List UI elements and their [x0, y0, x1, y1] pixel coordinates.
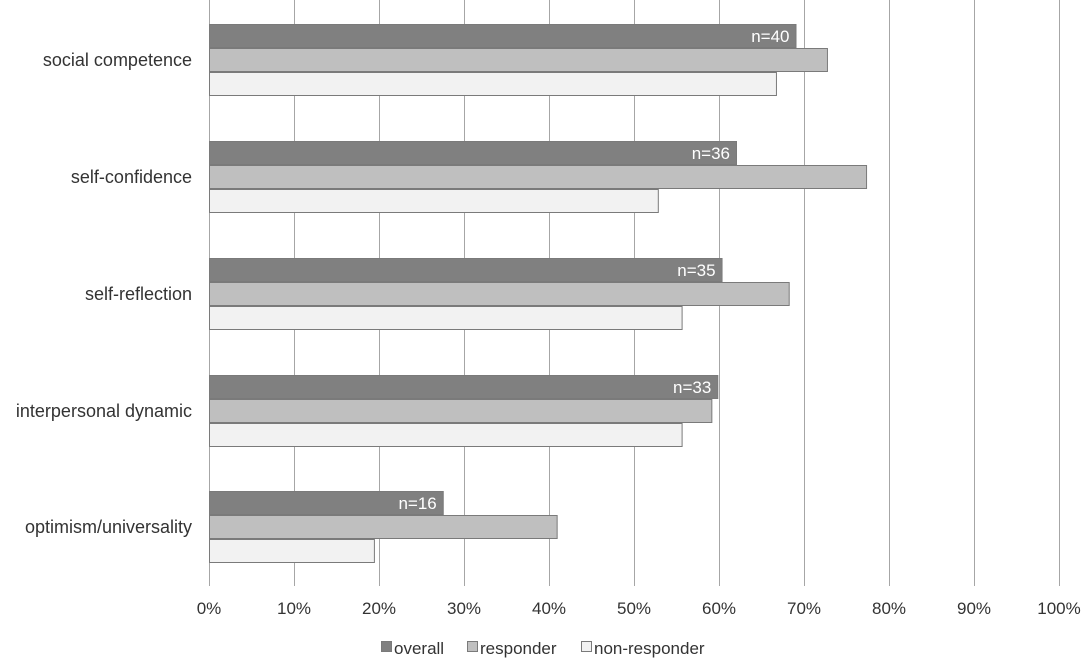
- x-tick-label-6: 60%: [702, 599, 736, 618]
- bars: [209, 24, 868, 563]
- x-tick-label-0: 0%: [197, 599, 222, 618]
- category-label-3: interpersonal dynamic: [16, 401, 192, 421]
- x-tick-label-7: 70%: [787, 599, 821, 618]
- category-label-2: self-reflection: [85, 284, 192, 304]
- legend: overall responder non-responder: [381, 639, 705, 658]
- bar-overall-0: [209, 24, 797, 48]
- n-label-3: n=33: [673, 378, 711, 397]
- n-label-0: n=40: [751, 27, 789, 46]
- legend-swatch-2: [581, 641, 592, 652]
- legend-swatch-0: [381, 641, 392, 652]
- category-label-0: social competence: [43, 50, 192, 70]
- legend-label-0: overall: [394, 639, 444, 658]
- bar-overall-1: [209, 141, 737, 165]
- bar-non-responder-0: [209, 72, 777, 96]
- n-label-4: n=16: [398, 494, 436, 513]
- x-tick-label-9: 90%: [957, 599, 991, 618]
- category-labels: social competence self-confidence self-ref…: [16, 50, 192, 537]
- legend-swatch-1: [467, 641, 478, 652]
- x-tick-label-1: 10%: [277, 599, 311, 618]
- x-tick-label-5: 50%: [617, 599, 651, 618]
- x-tick-label-2: 20%: [362, 599, 396, 618]
- bar-non-responder-3: [209, 423, 683, 447]
- bar-responder-3: [209, 399, 713, 423]
- x-tick-label-10: 100%: [1037, 599, 1080, 618]
- bar-overall-2: [209, 258, 723, 282]
- bar-responder-0: [209, 48, 828, 72]
- x-tick-label-8: 80%: [872, 599, 906, 618]
- n-annotations: n=40 n=36 n=35 n=33 n=16: [398, 27, 789, 513]
- bar-responder-4: [209, 515, 558, 539]
- bar-non-responder-1: [209, 189, 659, 213]
- bar-responder-2: [209, 282, 790, 306]
- bar-non-responder-4: [209, 539, 375, 563]
- n-label-1: n=36: [692, 144, 730, 163]
- category-label-1: self-confidence: [71, 167, 192, 187]
- legend-label-2: non-responder: [594, 639, 705, 658]
- x-tick-label-4: 40%: [532, 599, 566, 618]
- bar-responder-1: [209, 165, 868, 189]
- x-tick-labels: 0% 10% 20% 30% 40% 50% 60% 70% 80% 90% 100%: [197, 599, 1081, 618]
- bar-overall-4: [209, 491, 444, 515]
- bar-overall-3: [209, 375, 719, 399]
- bar-non-responder-2: [209, 306, 683, 330]
- x-tick-label-3: 30%: [447, 599, 481, 618]
- legend-label-1: responder: [480, 639, 557, 658]
- n-label-2: n=35: [677, 261, 715, 280]
- category-label-4: optimism/universality: [25, 517, 192, 537]
